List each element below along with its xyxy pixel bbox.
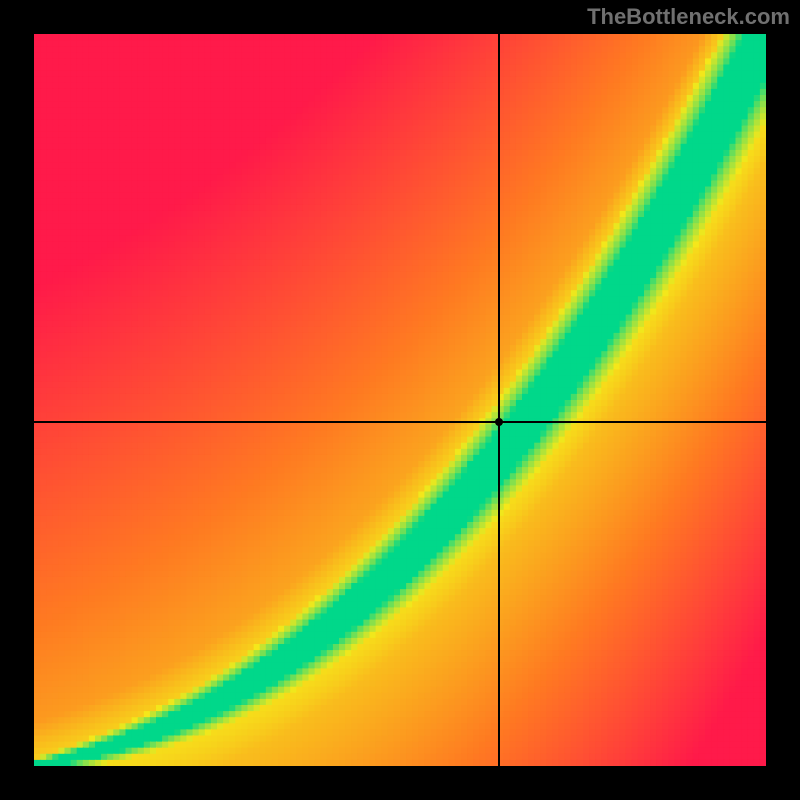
crosshair-vertical: [498, 34, 500, 766]
marker-dot: [495, 418, 503, 426]
crosshair-horizontal: [34, 421, 766, 423]
chart-container: TheBottleneck.com: [0, 0, 800, 800]
bottleneck-heatmap: [34, 34, 766, 766]
watermark-text: TheBottleneck.com: [587, 4, 790, 30]
